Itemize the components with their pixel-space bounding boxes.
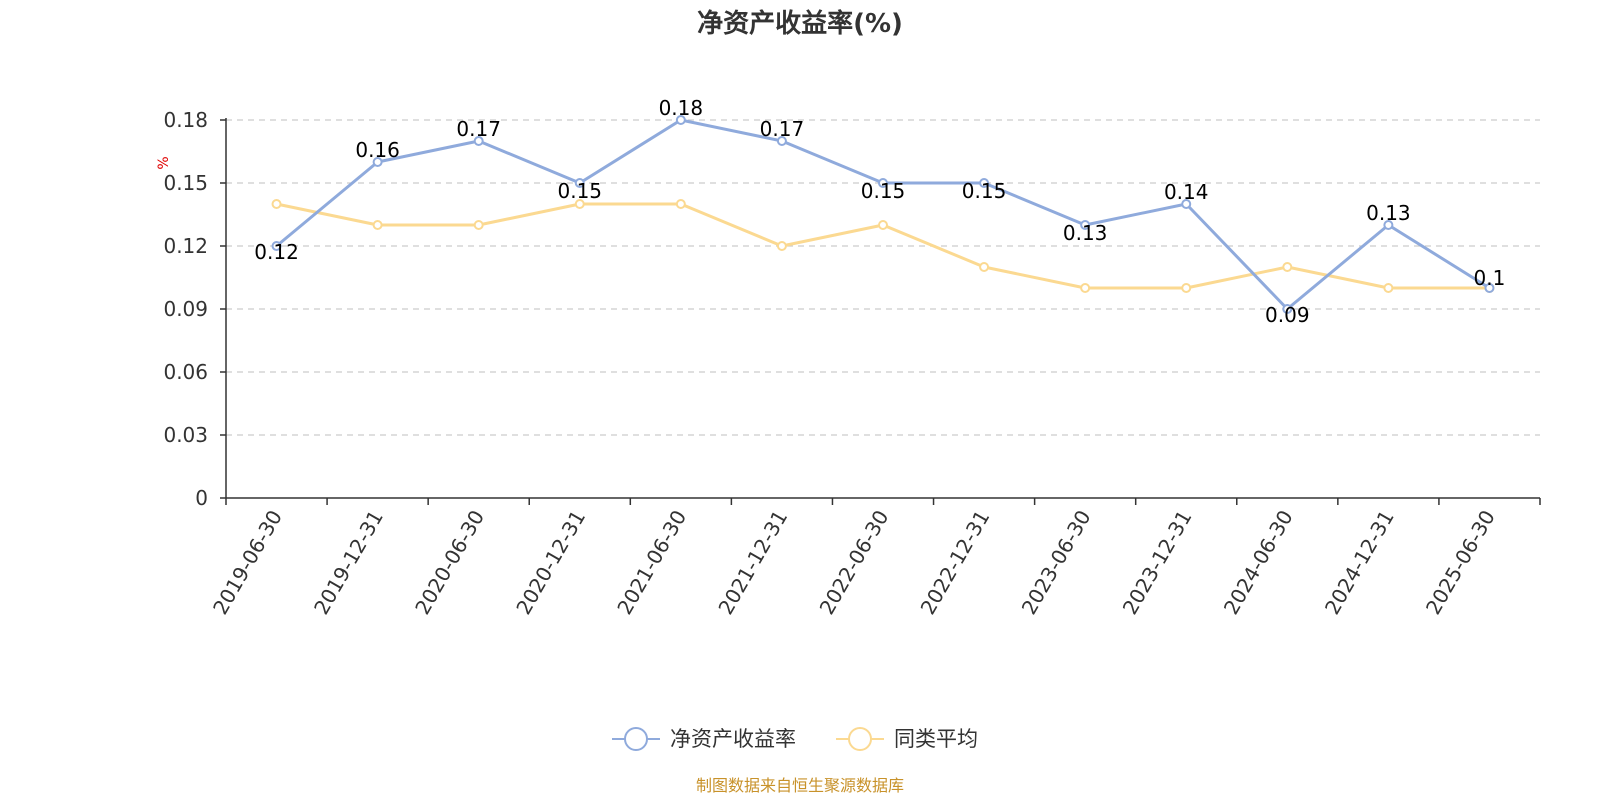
axes: 0 0.03 0.06 0.09 0.12 0.15 0.18 2019-06-30 2019-…	[163, 108, 1541, 619]
point-roe[interactable]	[372, 157, 383, 167]
data-label-roe: 0.1	[1474, 266, 1506, 290]
y-tick-label: 0.15	[163, 171, 208, 195]
point-roe[interactable]	[271, 241, 282, 251]
point-roe[interactable]	[1080, 220, 1091, 230]
data-label-roe: 0.17	[456, 117, 501, 141]
data-label-roe: 0.17	[760, 117, 805, 141]
point-roe[interactable]	[776, 136, 787, 146]
point-peer-average[interactable]	[1282, 262, 1293, 272]
x-tick-label: 2019-06-30	[208, 506, 287, 619]
x-tick-label: 2022-12-31	[916, 506, 995, 619]
y-tick-label: 0.18	[163, 108, 208, 132]
y-tick-label: 0.09	[163, 297, 208, 321]
data-label-roe: 0.14	[1164, 180, 1209, 204]
point-roe[interactable]	[979, 178, 990, 188]
point-roe[interactable]	[1383, 220, 1394, 230]
legend-item-roe[interactable]: 净资产收益率	[612, 727, 796, 751]
x-tick-label: 2020-06-30	[410, 506, 489, 619]
point-peer-average[interactable]	[1181, 283, 1192, 293]
data-label-roe: 0.09	[1265, 303, 1310, 327]
point-roe[interactable]	[1282, 304, 1293, 314]
data-label-roe: 0.12	[254, 240, 299, 264]
legend: 净资产收益率 同类平均	[612, 727, 978, 751]
x-tick-label: 2024-06-30	[1219, 506, 1298, 619]
gridlines	[226, 119, 1540, 436]
point-peer-average[interactable]	[878, 220, 888, 230]
point-roe[interactable]	[675, 115, 686, 125]
point-peer-average[interactable]	[1080, 283, 1091, 293]
data-label-roe: 0.13	[1063, 221, 1108, 245]
point-roe[interactable]	[878, 178, 888, 188]
point-roe[interactable]	[574, 178, 585, 188]
legend-label-peer-average: 同类平均	[894, 727, 978, 751]
legend-item-peer-average[interactable]: 同类平均	[836, 727, 978, 751]
legend-label-roe: 净资产收益率	[670, 727, 796, 751]
x-tick-label: 2021-06-30	[612, 506, 691, 619]
chart-title: 净资产收益率(%)	[697, 8, 903, 39]
y-tick-label: 0.12	[163, 234, 208, 258]
y-tick-label: 0	[195, 486, 208, 510]
point-peer-average[interactable]	[675, 199, 686, 209]
point-peer-average[interactable]	[1383, 283, 1394, 293]
data-label-roe: 0.15	[861, 179, 906, 203]
point-peer-average[interactable]	[271, 199, 282, 209]
y-tick-label: 0.06	[163, 360, 208, 384]
x-tick-label: 2023-06-30	[1017, 506, 1096, 619]
series-line-roe	[275, 118, 1491, 311]
point-peer-average[interactable]	[473, 220, 484, 230]
data-label-roe: 0.15	[962, 179, 1007, 203]
x-tick-label: 2025-06-30	[1421, 506, 1500, 619]
data-label-roe: 0.16	[355, 138, 400, 162]
legend-roe-circle-icon	[624, 727, 648, 751]
x-tick-label: 2024-12-31	[1320, 506, 1399, 619]
point-roe[interactable]	[1181, 199, 1192, 209]
x-tick-label: 2022-06-30	[814, 506, 893, 619]
series-lines	[271, 115, 1495, 314]
legend-peer-circle-icon	[848, 727, 872, 751]
point-roe[interactable]	[1484, 283, 1495, 293]
data-label-roe: 0.18	[659, 96, 704, 120]
x-tick-label: 2021-12-31	[713, 506, 792, 619]
point-peer-average[interactable]	[979, 262, 990, 272]
point-peer-average[interactable]	[372, 220, 383, 230]
data-label-roe: 0.13	[1366, 201, 1411, 225]
data-label-roe: 0.15	[558, 179, 603, 203]
point-peer-average[interactable]	[574, 199, 585, 209]
x-tick-label: 2019-12-31	[309, 506, 388, 619]
y-axis-unit: %	[156, 156, 172, 169]
x-tick-label: 2020-12-31	[511, 506, 590, 619]
point-peer-average[interactable]	[776, 241, 787, 251]
point-roe[interactable]	[473, 136, 484, 146]
y-tick-label: 0.03	[163, 423, 208, 447]
source-note: 制图数据来自恒生聚源数据库	[696, 776, 904, 795]
x-tick-label: 2023-12-31	[1118, 506, 1197, 619]
data-labels: 0.12 0.16 0.17 0.15 0.18 0.17 0.15 0.15 0.13 0.14…	[254, 96, 1505, 327]
